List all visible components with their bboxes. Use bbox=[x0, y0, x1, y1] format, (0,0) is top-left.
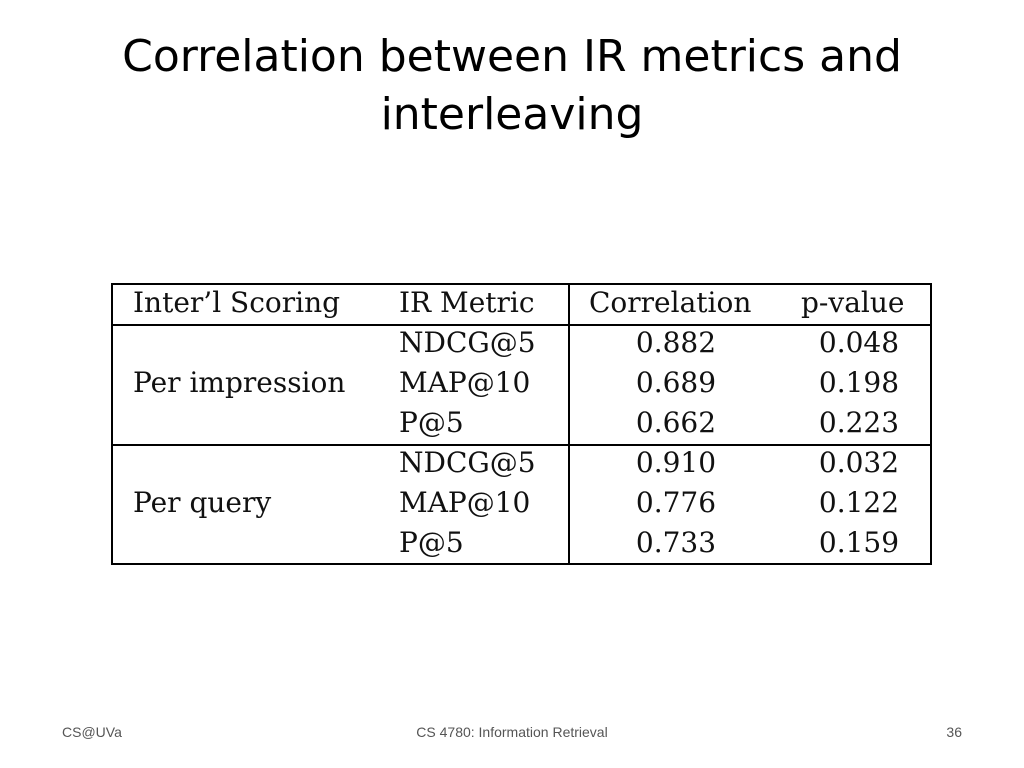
table-cell-correlation: 0.882 bbox=[635, 326, 717, 359]
results-table: Inter’l Scoring IR Metric Correlation p-… bbox=[111, 283, 932, 565]
footer-course: CS 4780: Information Retrieval bbox=[416, 724, 608, 740]
table-cell-correlation: 0.689 bbox=[635, 366, 717, 399]
table-cell-correlation: 0.733 bbox=[635, 526, 717, 559]
table-cell-pvalue: 0.122 bbox=[818, 486, 900, 519]
table-cell-metric: P@5 bbox=[399, 406, 464, 439]
group-label-per-impression: Per impression bbox=[133, 366, 346, 399]
table-cell-metric: MAP@10 bbox=[399, 486, 531, 519]
header-metric: IR Metric bbox=[399, 286, 535, 319]
slide-number: 36 bbox=[946, 724, 962, 740]
table-header-divider bbox=[113, 324, 930, 326]
table-cell-pvalue: 0.159 bbox=[818, 526, 900, 559]
footer-org: CS@UVa bbox=[62, 724, 122, 740]
table-cell-pvalue: 0.032 bbox=[818, 446, 900, 479]
table-cell-metric: NDCG@5 bbox=[399, 446, 536, 479]
table-cell-metric: NDCG@5 bbox=[399, 326, 536, 359]
slide-title-line-2: interleaving bbox=[380, 89, 644, 140]
table-cell-correlation: 0.910 bbox=[635, 446, 717, 479]
table-cell-metric: P@5 bbox=[399, 526, 464, 559]
table-cell-pvalue: 0.223 bbox=[818, 406, 900, 439]
header-pvalue: p-value bbox=[801, 286, 905, 319]
group-label-per-query: Per query bbox=[133, 486, 272, 519]
table-cell-correlation: 0.662 bbox=[635, 406, 717, 439]
table-cell-correlation: 0.776 bbox=[635, 486, 717, 519]
table-column-divider bbox=[568, 285, 570, 563]
slide-title-line-1: Correlation between IR metrics and bbox=[122, 31, 902, 82]
table-group-divider bbox=[113, 444, 930, 446]
slide-title: Correlation between IR metrics and inter… bbox=[60, 28, 964, 144]
table-cell-pvalue: 0.048 bbox=[818, 326, 900, 359]
header-correlation: Correlation bbox=[589, 286, 752, 319]
table-cell-pvalue: 0.198 bbox=[818, 366, 900, 399]
table-cell-metric: MAP@10 bbox=[399, 366, 531, 399]
header-scoring: Inter’l Scoring bbox=[133, 286, 341, 319]
